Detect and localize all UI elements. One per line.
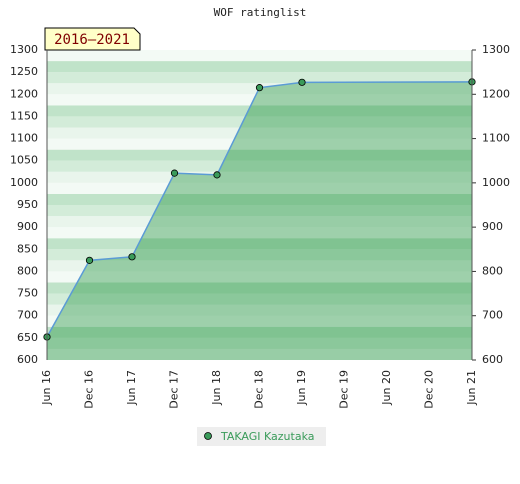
y2-tick-label: 900 [482,220,503,233]
stripe [47,116,472,128]
stripe [47,127,472,139]
y-tick-label: 1250 [10,65,38,78]
stripe [47,105,472,117]
stripe [47,348,472,360]
y-tick-label: 950 [17,198,38,211]
y-tick-label: 750 [17,287,38,300]
stripe [47,72,472,84]
stripe [47,238,472,250]
y-tick-label: 850 [17,242,38,255]
y2-tick-label: 1000 [482,176,510,189]
stripe [47,61,472,73]
x-tick-label: Jun 17 [125,370,138,406]
x-tick-label: Jun 20 [380,370,393,406]
marker [128,253,136,261]
y2-tick-label: 1300 [482,43,510,56]
stripe [47,304,472,316]
y-tick-label: 800 [17,264,38,277]
y2-tick-label: 600 [482,353,503,366]
stripe [47,315,472,327]
y-tick-label: 1100 [10,132,38,145]
x-tick-label: Jun 18 [210,370,223,406]
marker [170,169,179,177]
x-tick-label: Dec 19 [338,370,351,409]
plot [47,50,472,360]
y-tick-label: 650 [17,331,38,344]
badge-box [44,27,141,51]
stripe [47,326,472,338]
y-tick-label: 700 [17,309,38,322]
legend-box [197,427,326,446]
stripe [47,160,472,172]
x-tick-label: Jun 19 [295,370,308,406]
marker [213,171,221,179]
y-tick-label: 900 [17,220,38,233]
legend-label: TAKAGI Kazutaka [220,430,314,443]
y-tick-label: 1000 [10,176,38,189]
badge: 2016–2021 [54,32,130,48]
marker [298,78,306,86]
stripe [47,337,472,349]
y2-tick-label: 1200 [482,87,510,100]
stripe [47,94,472,106]
stripe [47,271,472,283]
area [47,81,472,360]
stripe [47,138,472,150]
stripe [47,171,472,183]
y-tick-label: 600 [17,353,38,366]
marker [255,84,264,92]
legend-marker [204,432,212,440]
y2-tick-label: 1100 [482,132,510,145]
stripe [47,50,472,62]
x-tick-label: Dec 18 [253,370,266,409]
stripe [47,282,472,294]
x-tick-label: Dec 16 [83,370,96,409]
y-tick-label: 1150 [10,109,38,122]
stripe [47,149,472,161]
x-tick-label: Jun 21 [465,370,478,406]
marker [85,256,94,264]
stripe [47,249,472,261]
x-tick-label: Dec 20 [423,370,436,409]
chart-title: WOF ratinglist [214,6,307,19]
stripe [47,193,472,205]
line [46,81,473,338]
stripe [47,227,472,239]
y-tick-label: 1050 [10,154,38,167]
stripe [47,216,472,228]
y2-tick-label: 700 [482,309,503,322]
stripe [47,260,472,272]
y-tick-label: 1200 [10,87,38,100]
y-tick-label: 1300 [10,43,38,56]
stripe [47,182,472,194]
x-tick-label: Dec 17 [168,370,181,409]
y2-tick-label: 800 [482,264,503,277]
x-tick-label: Jun 16 [40,370,53,406]
stripe [47,293,472,305]
stripe [47,205,472,217]
